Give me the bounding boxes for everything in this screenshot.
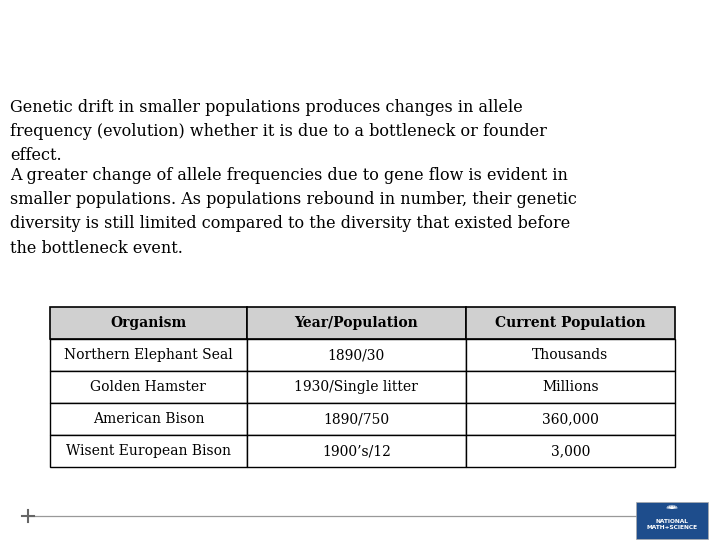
Bar [50,435,247,467]
Bar [247,435,466,467]
Bar [466,371,675,403]
Text: Northern Elephant Seal: Northern Elephant Seal [64,348,233,362]
Text: 360,000: 360,000 [542,412,599,426]
Text: Organism: Organism [110,316,186,330]
Text: 1890/750: 1890/750 [323,412,390,426]
Text: Millions: Millions [542,380,598,394]
Text: Bottleneck Example: Bottleneck Example [189,25,531,55]
Bar [50,339,247,371]
Bar [247,307,466,339]
Text: 1890/30: 1890/30 [328,348,385,362]
Text: Golden Hamster: Golden Hamster [91,380,207,394]
Text: Year/Population: Year/Population [294,316,418,330]
Text: Thousands: Thousands [532,348,608,362]
Text: American Bison: American Bison [93,412,204,426]
Text: Wisent European Bison: Wisent European Bison [66,444,231,458]
Text: 3,000: 3,000 [551,444,590,458]
Bar [247,339,466,371]
Bar [50,403,247,435]
Bar [50,307,247,339]
Bar [247,371,466,403]
Bar [247,403,466,435]
Text: A greater change of allele frequencies due to gene flow is evident in
smaller po: A greater change of allele frequencies d… [10,167,577,256]
Text: 1930/Single litter: 1930/Single litter [294,380,418,394]
Bar [466,339,675,371]
Bar [50,371,247,403]
Bar [466,307,675,339]
Bar [466,403,675,435]
Text: Current Population: Current Population [495,316,646,330]
Text: Genetic drift in smaller populations produces changes in allele
frequency (evolu: Genetic drift in smaller populations pro… [10,99,547,164]
Text: NATIONAL
MATH+SCIENCE: NATIONAL MATH+SCIENCE [647,519,698,530]
Bar [636,502,708,539]
Text: 1900’s/12: 1900’s/12 [322,444,391,458]
Bar [466,435,675,467]
